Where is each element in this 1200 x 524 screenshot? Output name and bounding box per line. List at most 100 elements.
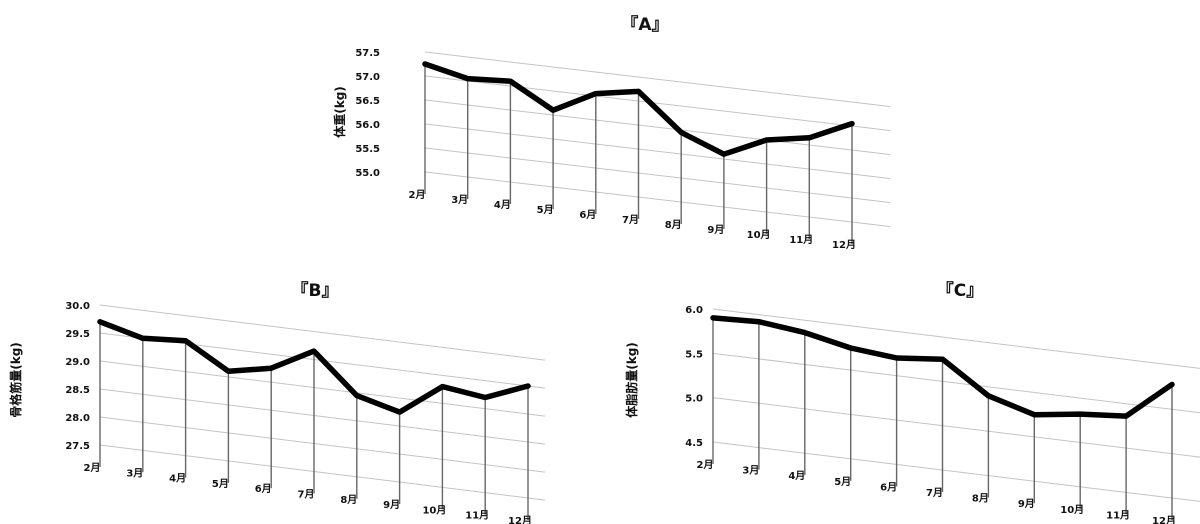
gridline: [99, 416, 546, 473]
data-point: [1032, 413, 1036, 417]
x-tick-label: 9月: [1018, 498, 1035, 510]
data-point: [184, 339, 188, 343]
x-tick-label: 3月: [451, 194, 468, 206]
x-tick-label: 8月: [665, 219, 682, 231]
chart-title: 『A』: [621, 14, 668, 35]
x-tick-label: 6月: [880, 481, 897, 493]
chart-title: 『C』: [937, 280, 983, 301]
data-point: [765, 138, 769, 142]
y-axis-label: 骨格筋量(kg): [8, 342, 23, 418]
gridline: [712, 352, 1200, 414]
gridline: [712, 397, 1200, 458]
y-axis-label: 体脂肪量(kg): [624, 342, 639, 418]
gridline: [712, 441, 1200, 502]
data-point: [355, 394, 359, 398]
gridlines: [712, 308, 1200, 502]
data-point: [1170, 382, 1174, 387]
data-point: [312, 349, 316, 353]
gridline: [99, 388, 546, 445]
gridline: [424, 147, 891, 203]
x-tick-label: 10月: [747, 229, 771, 241]
x-tick-label: 3月: [742, 465, 759, 477]
chart-b: 『B』 骨格筋量(kg) 27.5 28.0 28.5 29.0 29.5 30.0 2月 3…: [8, 280, 546, 524]
x-tick-label: 7月: [298, 489, 315, 501]
x-tick-label: 7月: [926, 487, 943, 499]
x-tick-label: 12月: [832, 239, 856, 251]
data-point: [849, 346, 853, 350]
x-tick-label: 4月: [788, 470, 805, 482]
x-tick-label: 2月: [697, 459, 714, 471]
x-tick-label: 9月: [383, 499, 400, 511]
x-tick-label: 10月: [1060, 504, 1084, 516]
y-tick-label: 29.0: [65, 357, 90, 368]
data-point: [226, 369, 230, 373]
gridline: [424, 123, 891, 179]
y-tick-label: 56.0: [355, 120, 380, 131]
x-tick-label: 4月: [169, 473, 186, 485]
x-tick-label: 11月: [1106, 509, 1130, 521]
data-point: [269, 366, 273, 370]
gridline: [424, 171, 891, 227]
data-point: [807, 136, 811, 140]
data-point: [895, 356, 899, 360]
chart-title: 『B』: [292, 280, 339, 301]
y-tick-label: 30.0: [65, 301, 90, 312]
y-tick-label: 4.5: [685, 438, 703, 449]
x-tick-label: 12月: [508, 515, 532, 524]
y-tick-label: 55.5: [355, 144, 380, 155]
data-point: [508, 79, 512, 83]
gridlines: [99, 304, 546, 501]
x-tick-label: 2月: [409, 189, 426, 201]
data-point: [940, 357, 945, 361]
gridline: [424, 51, 891, 107]
drop-lines: [712, 317, 1173, 520]
data-point: [98, 320, 102, 324]
gridlines: [424, 51, 891, 227]
data-point: [440, 385, 444, 389]
y-tick-label: 29.5: [65, 329, 90, 340]
gridline: [99, 304, 546, 361]
data-point: [483, 395, 487, 400]
data-point: [722, 152, 726, 156]
gridline: [424, 99, 891, 155]
gridline: [99, 360, 546, 417]
data-point: [757, 320, 761, 324]
data-point: [986, 394, 991, 398]
x-tick-label: 11月: [465, 510, 489, 522]
y-tick-label: 56.5: [355, 96, 380, 107]
drop-lines: [99, 321, 529, 520]
x-tick-label: 5月: [212, 478, 229, 490]
y-tick-label: 27.5: [65, 441, 90, 452]
y-tick-label: 5.5: [685, 349, 703, 360]
y-tick-label: 55.0: [355, 168, 380, 179]
x-tick-label: 9月: [707, 224, 724, 236]
y-tick-label: 28.0: [65, 413, 90, 424]
x-tick-label: 2月: [84, 462, 101, 474]
data-point: [1078, 412, 1082, 416]
x-tick-label: 11月: [789, 234, 813, 246]
x-tick-label: 6月: [255, 483, 272, 495]
data-point: [423, 62, 427, 66]
gridline: [712, 308, 1200, 369]
x-tick-label: 7月: [622, 214, 639, 226]
y-tick-label: 5.0: [685, 394, 703, 405]
x-tick-label: 10月: [422, 504, 446, 516]
data-point: [850, 122, 854, 126]
y-tick-label: 6.0: [685, 305, 703, 316]
x-tick-label: 8月: [972, 493, 989, 505]
data-point: [1124, 414, 1128, 418]
data-point: [141, 336, 145, 340]
x-tick-label: 3月: [126, 467, 143, 479]
y-tick-label: 57.0: [355, 72, 380, 83]
x-tick-label: 8月: [340, 494, 357, 506]
data-point: [398, 410, 402, 414]
chart-a: 『A』 体重(kg) 55.0 55.5 56.0 56.5 57.0 57.5 2月 3月 4…: [332, 14, 891, 251]
chart-c: 『C』 体脂肪量(kg) 4.5 5.0 5.5 6.0 2月 3月 4月 5月 6月 7月 8月 9…: [624, 280, 1200, 524]
y-tick-label: 28.5: [65, 385, 90, 396]
x-tick-label: 5月: [537, 204, 554, 216]
x-tick-label: 5月: [834, 476, 851, 488]
x-tick-label: 12月: [1152, 515, 1176, 524]
data-point: [551, 108, 555, 112]
data-point: [679, 130, 683, 134]
y-axis-label: 体重(kg): [332, 86, 347, 138]
